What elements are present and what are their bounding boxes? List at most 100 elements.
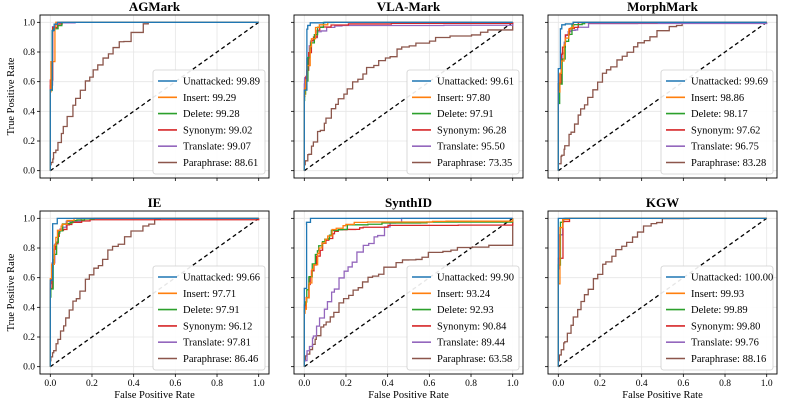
x-tick-label: 0.8: [719, 379, 731, 389]
roc-curve-unattacked: [557, 21, 767, 171]
panel-title: SynthID: [385, 195, 432, 210]
y-tick-label: 0.2: [23, 333, 35, 343]
legend-entry: Translate: 97.81: [183, 338, 251, 349]
roc-panel-6: KGW 0.0 0.2 0.4 0.6 0.8 1.0 False Positive Rate…: [545, 195, 778, 401]
y-tick-label: 0.8: [23, 244, 35, 254]
y-axis-label: True Positive Rate: [6, 57, 17, 135]
x-tick-label: 0.6: [423, 379, 435, 389]
roc-panel-4: IE 0.0 0.0 0.2 0.2 0.4 0.4 0.6 0.6 0.8 0.8 1.0 1.0 Fa…: [6, 195, 270, 401]
legend-box: [406, 69, 520, 175]
panel-title: MorphMark: [627, 0, 699, 14]
legend-entry: Synonym: 96.12: [183, 321, 252, 332]
roc-curve-unattacked: [303, 21, 513, 171]
panel-title: AGMark: [129, 0, 181, 14]
legend-entry: Delete: 99.28: [183, 109, 240, 120]
y-tick-label: 0.4: [23, 303, 35, 313]
x-axis-label: False Positive Rate: [114, 390, 195, 401]
legend-entry: Synonym: 97.62: [691, 125, 760, 136]
x-tick-label: 0.0: [44, 379, 56, 389]
legend-box: [660, 69, 774, 175]
legend-entry: Insert: 93.24: [437, 289, 491, 300]
roc-curve-insert: [303, 218, 514, 367]
x-tick-label: 0.8: [465, 379, 477, 389]
legend-entry: Insert: 97.71: [183, 289, 236, 300]
y-tick-label: 0.0: [23, 167, 35, 177]
legend-entry: Translate: 89.44: [437, 338, 506, 349]
legend-box: [152, 69, 266, 175]
legend-entry: Delete: 92.93: [437, 305, 494, 316]
y-tick-label: 0.2: [23, 137, 35, 147]
legend-entry: Paraphrase: 63.58: [437, 354, 512, 365]
x-tick-label: 0.6: [677, 379, 689, 389]
legend-entry: Translate: 96.75: [691, 142, 759, 153]
legend-entry: Delete: 97.91: [183, 305, 240, 316]
legend-box: [152, 265, 266, 371]
legend-entry: Synonym: 99.02: [183, 125, 252, 136]
y-tick-label: 0.8: [23, 48, 35, 58]
x-tick-label: 0.2: [86, 379, 98, 389]
x-tick-label: 0.4: [382, 379, 394, 389]
legend-entry: Translate: 95.50: [437, 142, 505, 153]
y-axis-label: True Positive Rate: [6, 253, 17, 331]
y-tick-label: 1.0: [23, 18, 35, 28]
legend-entry: Delete: 98.17: [691, 109, 748, 120]
roc-panel-5: SynthID 0.0 0.2 0.4 0.6 0.8 1.0 False Positive …: [291, 195, 524, 401]
legend-entry: Unattacked: 99.61: [437, 77, 514, 88]
x-tick-label: 0.4: [128, 379, 140, 389]
legend: Unattacked: 99.66 Insert: 97.71 Delete: 97…: [152, 265, 266, 371]
x-tick-label: 1.0: [507, 379, 519, 389]
legend-entry: Unattacked: 99.89: [183, 77, 260, 88]
x-axis-label: False Positive Rate: [368, 390, 449, 401]
plot-frame: [547, 210, 778, 375]
legend-entry: Unattacked: 99.90: [437, 273, 514, 284]
roc-panel-1: AGMark 0.0 0.2 0.4 0.6 0.8 1.0 True Positive Ra…: [6, 0, 270, 181]
roc-curve-synonym: [303, 22, 514, 171]
x-tick-label: 0.8: [211, 379, 223, 389]
legend-entry: Insert: 97.80: [437, 93, 490, 104]
legend: Unattacked: 99.89 Insert: 99.29 Delete: 99…: [152, 69, 266, 175]
y-tick-label: 0.6: [23, 274, 35, 284]
x-tick-label: 1.0: [253, 379, 265, 389]
x-axis-label: False Positive Rate: [622, 390, 703, 401]
y-tick-label: 0.6: [23, 78, 35, 88]
roc-curve-unattacked: [49, 217, 259, 367]
legend-entry: Unattacked: 100.00: [691, 273, 773, 284]
x-tick-label: 0.4: [636, 379, 648, 389]
x-tick-label: 0.2: [340, 379, 352, 389]
y-tick-label: 0.0: [23, 363, 35, 373]
legend-entry: Paraphrase: 88.16: [691, 354, 766, 365]
legend: Unattacked: 100.00 Insert: 99.93 Delete: 9…: [660, 265, 774, 371]
legend-entry: Paraphrase: 83.28: [691, 158, 766, 169]
plot-frame: [39, 210, 270, 375]
roc-curve-unattacked: [557, 217, 767, 367]
roc-curve-paraphrase: [303, 22, 514, 171]
roc-curve-paraphrase: [303, 218, 514, 367]
legend: Unattacked: 99.61 Insert: 97.80 Delete: 97…: [406, 69, 520, 175]
y-tick-label: 0.4: [23, 107, 35, 117]
legend-entry: Synonym: 99.80: [691, 321, 760, 332]
x-tick-label: 0.0: [552, 379, 564, 389]
panel-title: KGW: [646, 195, 679, 210]
plot-frame: [293, 14, 524, 179]
legend-entry: Paraphrase: 73.35: [437, 158, 512, 169]
y-tick-label: 1.0: [23, 214, 35, 224]
legend-entry: Synonym: 90.84: [437, 321, 507, 332]
plot-frame: [293, 210, 524, 375]
panel-title: VLA-Mark: [377, 0, 441, 14]
roc-curve-unattacked: [303, 217, 513, 367]
legend-entry: Translate: 99.76: [691, 338, 759, 349]
panel-title: IE: [148, 195, 162, 210]
legend-entry: Insert: 98.86: [691, 93, 744, 104]
roc-curve-translate: [557, 22, 768, 171]
roc-panel-2: VLA-Mark Unattacked: 99.61 Insert: 97.80 De…: [291, 0, 524, 181]
legend-entry: Unattacked: 99.66: [183, 273, 260, 284]
x-tick-label: 0.6: [169, 379, 181, 389]
legend-entry: Insert: 99.29: [183, 93, 236, 104]
legend: Unattacked: 99.90 Insert: 93.24 Delete: 92…: [406, 265, 520, 371]
plot-frame: [39, 14, 270, 179]
legend-box: [406, 265, 520, 371]
legend-entry: Synonym: 96.28: [437, 125, 506, 136]
legend-entry: Translate: 99.07: [183, 142, 251, 153]
legend-entry: Insert: 99.93: [691, 289, 744, 300]
plot-frame: [547, 14, 778, 179]
